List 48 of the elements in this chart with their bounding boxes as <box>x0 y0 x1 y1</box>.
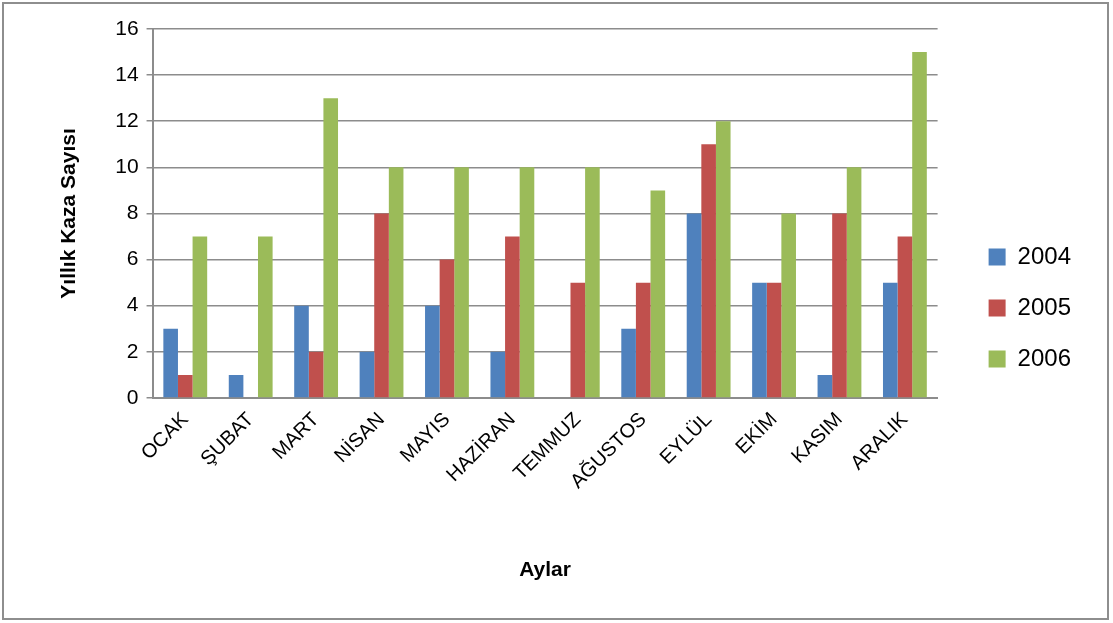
legend-label: 2005 <box>1017 292 1071 320</box>
bar <box>425 305 440 398</box>
bar <box>585 167 600 398</box>
x-axis-title: Aylar <box>519 557 571 581</box>
bar <box>192 236 208 398</box>
legend-label: 2004 <box>1017 241 1071 269</box>
y-tick-label: 4 <box>126 292 139 316</box>
legend-label: 2006 <box>1017 343 1071 371</box>
bar <box>258 236 273 398</box>
bar <box>817 374 833 398</box>
bar <box>766 282 782 398</box>
bar <box>752 282 767 398</box>
bar <box>912 52 927 398</box>
y-tick-label: 0 <box>126 384 139 408</box>
y-tick-label: 8 <box>126 200 139 224</box>
bar <box>388 167 404 398</box>
y-tick-label: 14 <box>115 61 139 85</box>
bar <box>650 190 666 398</box>
y-axis-title: Yıllık Kaza Sayısı <box>56 128 80 299</box>
bar <box>439 259 455 398</box>
bar <box>163 328 178 398</box>
bar <box>519 167 535 398</box>
y-tick-label: 2 <box>126 338 139 362</box>
bar <box>781 213 796 398</box>
bar <box>897 236 913 398</box>
y-tick-label: 16 <box>115 15 139 39</box>
bar <box>359 351 375 398</box>
bar <box>228 374 244 398</box>
y-tick-label: 6 <box>126 246 139 270</box>
bar <box>374 213 389 398</box>
y-tick-label: 10 <box>115 154 139 178</box>
bar <box>490 351 506 398</box>
bar <box>832 213 847 398</box>
bar <box>621 328 636 398</box>
bar <box>308 351 324 398</box>
y-tick-label: 12 <box>115 108 139 132</box>
bar <box>323 98 339 398</box>
bar <box>715 121 731 398</box>
bar <box>505 236 520 398</box>
bar <box>454 167 469 398</box>
bar <box>177 374 193 398</box>
bar <box>294 305 309 398</box>
bar <box>701 144 716 398</box>
bar <box>846 167 862 398</box>
bar <box>686 213 702 398</box>
bar <box>570 282 586 398</box>
bar <box>635 282 651 398</box>
bar <box>882 282 898 398</box>
